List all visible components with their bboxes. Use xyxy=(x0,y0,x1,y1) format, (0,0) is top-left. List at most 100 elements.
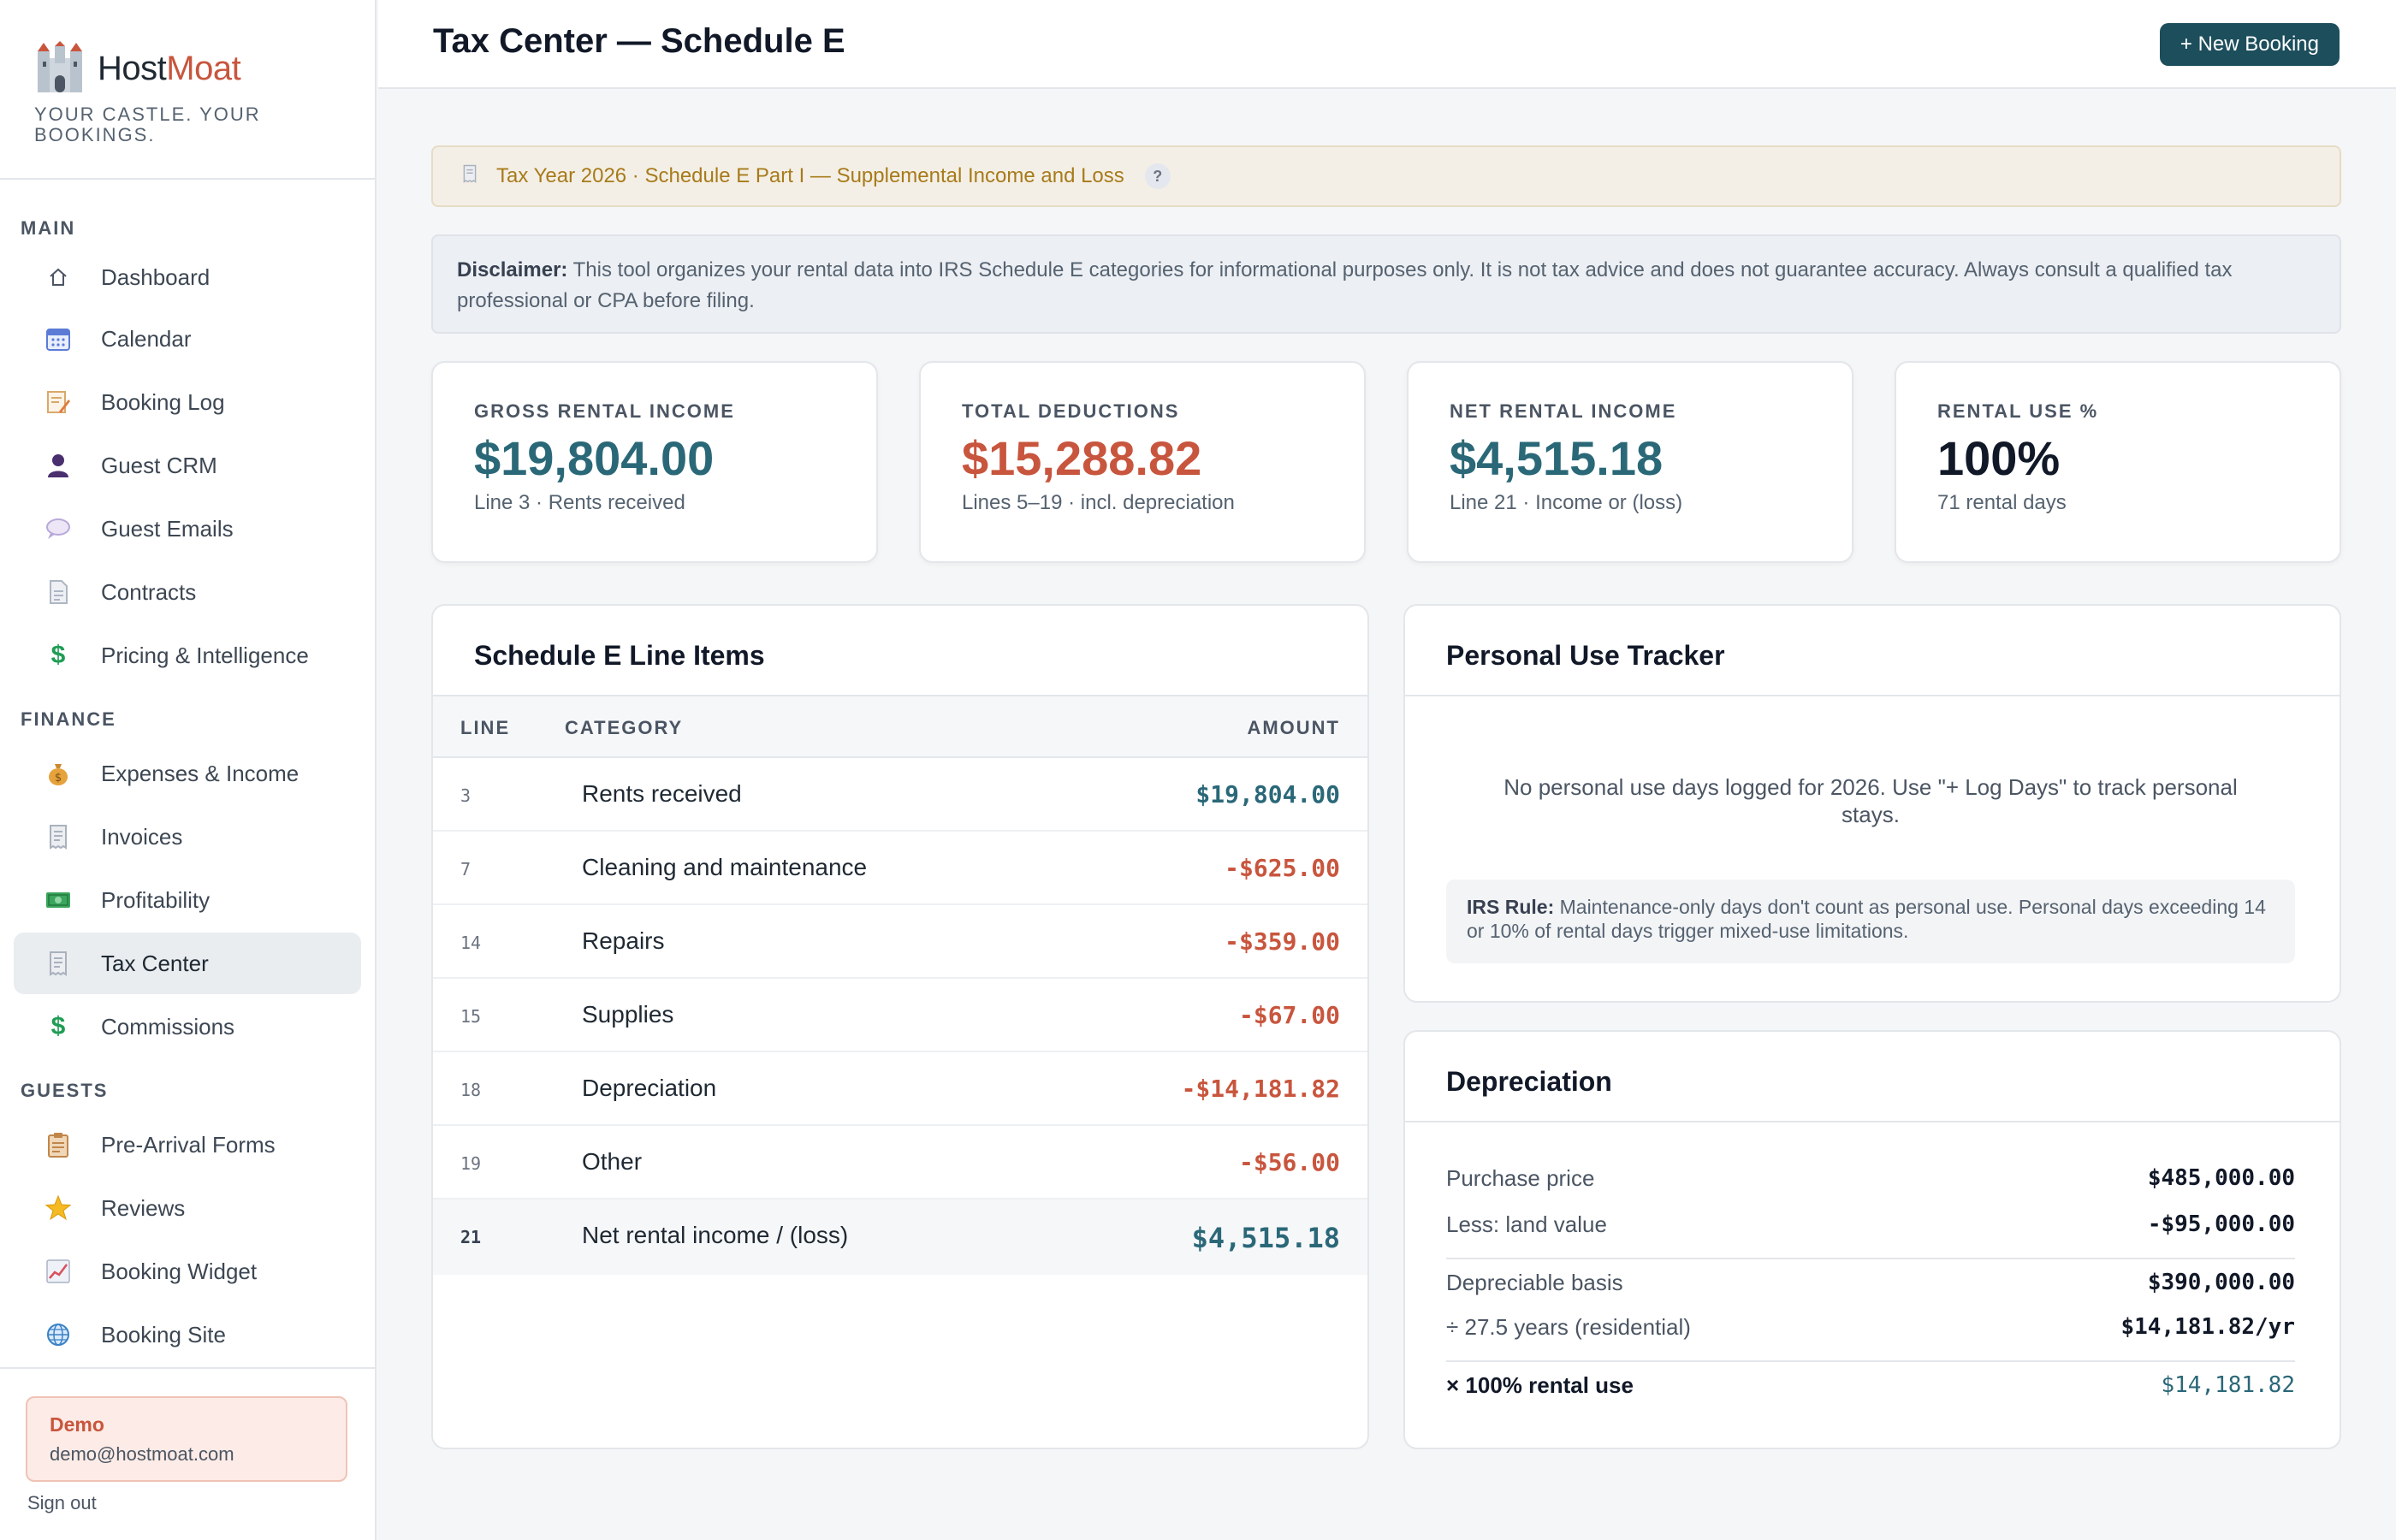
stat-sub: 71 rental days xyxy=(1937,491,2067,514)
amount: -$67.00 xyxy=(1238,1001,1340,1029)
sidebar-item-guest-crm[interactable]: Guest CRM xyxy=(14,435,361,496)
sidebar-item-profitability[interactable]: Profitability xyxy=(14,869,361,931)
sidebar-item-booking-log[interactable]: Booking Log xyxy=(14,371,361,433)
category: Cleaning and maintenance xyxy=(582,854,868,880)
column-header-category: CATEGORY xyxy=(565,717,684,738)
divider xyxy=(1446,1258,2295,1259)
depreciation-row-rental-use: × 100% rental use $14,181.82 xyxy=(1446,1372,2295,1407)
speech-bubble-icon xyxy=(43,513,74,544)
sidebar-item-calendar[interactable]: Calendar xyxy=(14,308,361,370)
user-email: demo@hostmoat.com xyxy=(50,1443,234,1465)
panel-divider xyxy=(1405,1121,2340,1122)
amount: $4,515.18 xyxy=(1191,1222,1340,1254)
stat-sub: Line 3 · Rents received xyxy=(474,491,685,514)
irs-rule-label: IRS Rule: xyxy=(1467,896,1555,918)
row-value: $485,000.00 xyxy=(2147,1165,2295,1191)
page-title: Tax Center — Schedule E xyxy=(433,22,845,60)
help-icon[interactable]: ? xyxy=(1144,163,1171,189)
star-icon xyxy=(43,1193,74,1223)
line-number: 7 xyxy=(460,859,471,880)
section-label-guests: GUESTS xyxy=(21,1080,109,1101)
sidebar-item-label: Booking Widget xyxy=(101,1258,258,1284)
stat-value: $15,288.82 xyxy=(962,431,1202,485)
sidebar-item-pre-arrival-forms[interactable]: Pre-Arrival Forms xyxy=(14,1114,361,1176)
line-items-panel: Schedule E Line Items LINE CATEGORY AMOU… xyxy=(431,604,1369,1449)
row-label: ÷ 27.5 years (residential) xyxy=(1446,1314,1691,1340)
user-card[interactable]: Demo demo@hostmoat.com xyxy=(26,1396,347,1482)
sidebar-item-label: Booking Log xyxy=(101,388,225,415)
brand-name: HostMoat xyxy=(98,49,241,87)
svg-text:$: $ xyxy=(55,772,62,785)
dollar-icon: $ xyxy=(50,641,66,669)
stat-value: 100% xyxy=(1937,431,2061,485)
row-value: $14,181.82/yr xyxy=(2120,1314,2296,1340)
disclaimer: Disclaimer: This tool organizes your ren… xyxy=(431,234,2341,334)
stat-label: TOTAL DEDUCTIONS xyxy=(962,400,1180,422)
irs-rule-text: Maintenance-only days don't count as per… xyxy=(1467,896,2266,942)
money-bag-icon: $ xyxy=(43,758,74,789)
new-booking-button[interactable]: + New Booking xyxy=(2159,23,2340,66)
section-label-finance: FINANCE xyxy=(21,708,116,730)
table-row: 19 Other -$56.00 xyxy=(433,1126,1367,1199)
sidebar-item-contracts[interactable]: Contracts xyxy=(14,561,361,623)
sidebar-item-label: Dashboard xyxy=(101,264,211,290)
sidebar-item-reviews[interactable]: Reviews xyxy=(14,1177,361,1239)
line-number: 14 xyxy=(460,933,482,953)
sidebar-item-booking-site[interactable]: Booking Site xyxy=(14,1304,361,1365)
castle-icon xyxy=(38,41,82,92)
globe-icon xyxy=(43,1319,74,1350)
table-row: 3 Rents received $19,804.00 xyxy=(433,758,1367,832)
stat-value: $4,515.18 xyxy=(1450,431,1664,485)
disclaimer-label: Disclaimer: xyxy=(457,258,568,281)
receipt-icon xyxy=(43,821,74,852)
sign-out-link[interactable]: Sign out xyxy=(27,1492,97,1513)
sidebar-item-invoices[interactable]: Invoices xyxy=(14,806,361,868)
sidebar-item-expenses[interactable]: $ Expenses & Income xyxy=(14,743,361,804)
depreciation-row-purchase: Purchase price $485,000.00 xyxy=(1446,1165,2295,1199)
row-label: Less: land value xyxy=(1446,1211,1607,1237)
sidebar-item-dashboard[interactable]: Dashboard xyxy=(14,246,361,308)
amount: $19,804.00 xyxy=(1195,780,1340,808)
sidebar-item-booking-widget[interactable]: Booking Widget xyxy=(14,1241,361,1302)
sidebar-item-label: Booking Site xyxy=(101,1321,226,1348)
sidebar-item-commissions[interactable]: $ Commissions xyxy=(14,996,361,1057)
sidebar-item-label: Commissions xyxy=(101,1013,235,1040)
table-row: 7 Cleaning and maintenance -$625.00 xyxy=(433,832,1367,905)
sidebar-item-label: Profitability xyxy=(101,886,211,913)
person-icon xyxy=(43,450,74,481)
table-row: 18 Depreciation -$14,181.82 xyxy=(433,1052,1367,1126)
stat-card-gross-income: GROSS RENTAL INCOME $19,804.00 Line 3 · … xyxy=(431,361,878,563)
sidebar-item-label: Reviews xyxy=(101,1194,186,1221)
panel-title: Personal Use Tracker xyxy=(1446,640,1725,671)
amount: -$56.00 xyxy=(1238,1148,1340,1176)
depreciation-row-basis: Depreciable basis $390,000.00 xyxy=(1446,1270,2295,1304)
stat-sub: Lines 5–19 · incl. depreciation xyxy=(962,491,1235,514)
table-header: LINE CATEGORY AMOUNT xyxy=(433,695,1367,758)
sidebar-item-guest-emails[interactable]: Guest Emails xyxy=(14,498,361,560)
banknote-icon xyxy=(43,885,74,915)
sidebar-item-label: Calendar xyxy=(101,325,192,352)
stat-label: NET RENTAL INCOME xyxy=(1450,400,1677,422)
stat-label: RENTAL USE % xyxy=(1937,400,2099,422)
stat-card-rental-use: RENTAL USE % 100% 71 rental days xyxy=(1895,361,2341,563)
sidebar-item-label: Expenses & Income xyxy=(101,760,300,786)
sidebar-item-label: Pre-Arrival Forms xyxy=(101,1131,276,1158)
line-number: 21 xyxy=(460,1227,482,1247)
row-value: -$95,000.00 xyxy=(2147,1211,2295,1237)
tax-year-banner: Tax Year 2026 · Schedule E Part I — Supp… xyxy=(431,145,2341,207)
line-number: 18 xyxy=(460,1080,482,1100)
brand[interactable]: HostMoat YOUR CASTLE. YOUR BOOKINGS. xyxy=(34,41,317,145)
panel-title: Depreciation xyxy=(1446,1066,1612,1097)
category: Other xyxy=(582,1148,643,1175)
category: Net rental income / (loss) xyxy=(582,1222,849,1248)
depreciation-row-years: ÷ 27.5 years (residential) $14,181.82/yr xyxy=(1446,1314,2295,1348)
sidebar-item-tax-center[interactable]: Tax Center xyxy=(14,933,361,994)
divider xyxy=(1446,1360,2295,1362)
irs-rule-note: IRS Rule: Maintenance-only days don't co… xyxy=(1446,880,2295,963)
stat-card-total-deductions: TOTAL DEDUCTIONS $15,288.82 Lines 5–19 ·… xyxy=(919,361,1366,563)
amount: -$14,181.82 xyxy=(1181,1075,1340,1103)
table-row: 14 Repairs -$359.00 xyxy=(433,905,1367,979)
sidebar-item-pricing[interactable]: $ Pricing & Intelligence xyxy=(14,625,361,686)
section-label-main: MAIN xyxy=(21,217,76,239)
tagline: YOUR CASTLE. YOUR BOOKINGS. xyxy=(34,104,261,145)
